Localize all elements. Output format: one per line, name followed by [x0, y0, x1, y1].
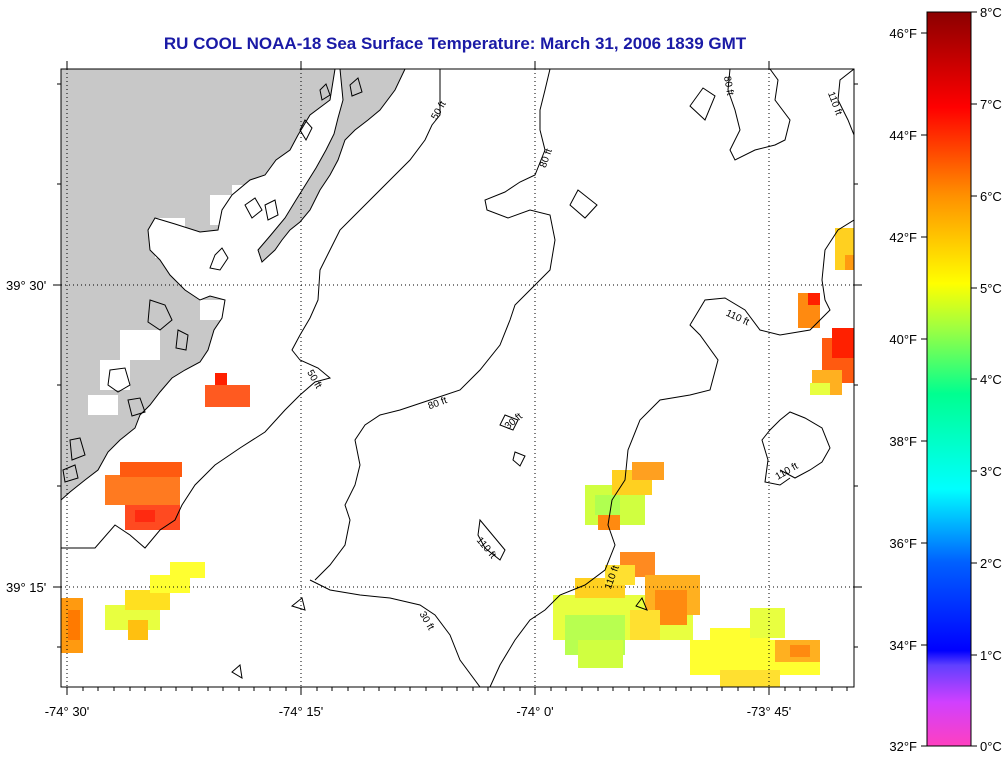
colorbar-f-label-46: 46°F	[889, 26, 917, 41]
colorbar-f-label-34: 34°F	[889, 638, 917, 653]
map-title: RU COOL NOAA-18 Sea Surface Temperature:…	[163, 34, 747, 53]
lat-label-39-30: 39° 30'	[6, 278, 46, 293]
coastline	[61, 69, 406, 501]
colorbar-f-label-42: 42°F	[889, 230, 917, 245]
bathymetry-contours	[61, 69, 854, 687]
lon-label-74-30: -74° 30'	[45, 704, 90, 719]
colorbar-c-label-7: 7°C	[980, 97, 1002, 112]
colorbar-c-label-1: 1°C	[980, 648, 1002, 663]
contour-label-80ft-east: 80 ft	[721, 75, 735, 96]
colorbar-f-label-44: 44°F	[889, 128, 917, 143]
colorbar-c-label-5: 5°C	[980, 281, 1002, 296]
colorbar-f-label-32: 32°F	[889, 739, 917, 754]
lon-label-73-45: -73° 45'	[747, 704, 792, 719]
colorbar-f-label-40: 40°F	[889, 332, 917, 347]
colorbar-f-label-36: 36°F	[889, 536, 917, 551]
colorbar-c-label-3: 3°C	[980, 464, 1002, 479]
colorbar-c-label-4: 4°C	[980, 372, 1002, 387]
sst-pixels	[61, 228, 854, 687]
colorbar-c-label-0: 0°C	[980, 739, 1002, 754]
lon-label-74-15: -74° 15'	[279, 704, 324, 719]
lon-label-74-0: -74° 0'	[516, 704, 553, 719]
axis-ticks	[53, 61, 862, 695]
colorbar-c-label-2: 2°C	[980, 556, 1002, 571]
colorbar-f-label-38: 38°F	[889, 434, 917, 449]
graticule	[61, 69, 854, 687]
colorbar-c-label-8: 8°C	[980, 5, 1002, 20]
lat-label-39-15: 39° 15'	[6, 580, 46, 595]
land-mass	[61, 69, 405, 500]
colorbar	[926, 11, 972, 747]
colorbar-ticks	[921, 11, 977, 747]
colorbar-c-label-6: 6°C	[980, 189, 1002, 204]
